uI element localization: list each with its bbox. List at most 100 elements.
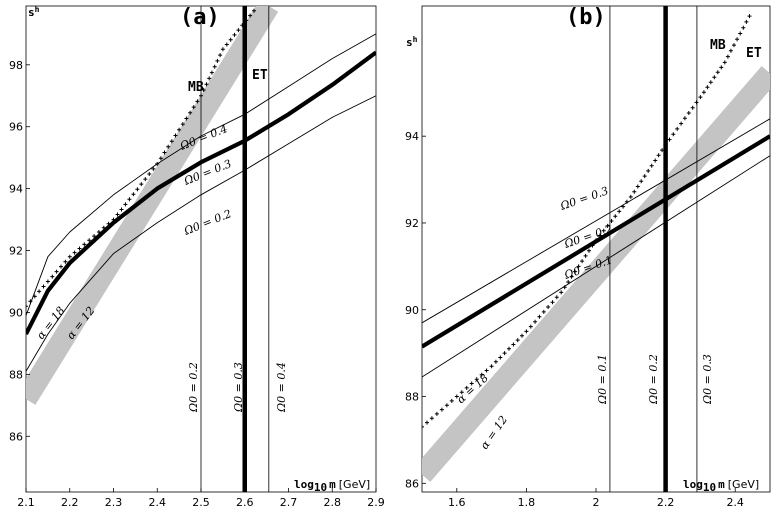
- mb-cross-marker: [559, 290, 564, 295]
- panel-b-plot-area: [422, 6, 770, 492]
- mb-cross-marker: [139, 182, 144, 187]
- mb-cross-marker: [28, 299, 33, 304]
- mb-cross-marker: [728, 48, 733, 53]
- panel-a-vline-03-label: Ω0 = 0.3: [232, 362, 245, 413]
- mb-cross-marker: [613, 214, 618, 219]
- mb-cross-marker: [166, 144, 171, 149]
- mb-cross-marker: [232, 32, 237, 37]
- panel-b-series-4-et-band: [422, 66, 770, 482]
- mb-cross-marker: [690, 105, 695, 110]
- panel-a-series-0-thick-curve: [26, 50, 376, 336]
- x-tick-label: 2.6: [236, 496, 254, 509]
- mb-cross-marker: [106, 221, 111, 226]
- panel-b-mb-label: MB: [710, 38, 726, 53]
- panel-a: 2.1 2.2 2.3 2.4 2.5 2.6 2.7 2.8 2.9 86 88 90 92 94 96 9…: [9, 5, 385, 509]
- panel-b-vline-01-label: Ω0 = 0.1: [596, 354, 609, 405]
- panel-b-ylabel: sh: [406, 35, 418, 49]
- mb-cross-marker: [67, 254, 72, 259]
- mb-cross-marker: [735, 37, 740, 42]
- mb-cross-marker: [422, 424, 424, 429]
- mb-cross-marker: [96, 230, 101, 234]
- mb-cross-marker: [656, 153, 661, 158]
- mb-cross-marker: [507, 346, 511, 351]
- mb-cross-marker: [649, 163, 654, 168]
- mb-cross-marker: [474, 377, 479, 382]
- mb-cross-marker: [590, 243, 595, 248]
- mb-cross-marker: [520, 333, 524, 338]
- mb-cross-marker: [177, 127, 182, 132]
- mb-cross-marker: [738, 31, 743, 36]
- panel-a-mb-label: MB: [188, 80, 204, 95]
- mb-cross-marker: [439, 407, 444, 412]
- x-tick-label: 2.1: [17, 496, 35, 509]
- mb-cross-marker: [184, 116, 189, 121]
- mb-cross-marker: [635, 184, 640, 189]
- mb-cross-marker: [248, 13, 253, 18]
- mb-cross-marker: [528, 324, 533, 329]
- mb-cross-marker: [26, 304, 28, 309]
- mb-cross-marker: [675, 126, 680, 131]
- mb-cross-marker: [569, 274, 574, 279]
- x-tick-label: 1.6: [448, 496, 466, 509]
- mb-cross-marker: [479, 372, 484, 377]
- mb-cross-marker: [204, 82, 209, 87]
- mb-cross-marker: [469, 381, 474, 386]
- panel-b-et-label: ET: [746, 46, 762, 61]
- panel-b-xlabel: log10 m [GeV]: [683, 478, 759, 494]
- mb-cross-marker: [646, 168, 651, 173]
- mb-cross-marker: [573, 269, 578, 274]
- mb-cross-marker: [642, 174, 647, 179]
- mb-cross-marker: [682, 116, 687, 121]
- mb-cross-marker: [594, 238, 598, 243]
- mb-cross-marker: [444, 403, 449, 408]
- panel-b-series-3-mb-crosses: [422, 14, 752, 429]
- mb-cross-marker: [32, 294, 37, 299]
- mb-cross-marker: [601, 228, 606, 233]
- mb-cross-marker: [639, 179, 644, 184]
- mb-cross-marker: [712, 75, 717, 80]
- x-tick-label: 2.5: [192, 496, 210, 509]
- y-tick-label: 86: [405, 477, 419, 490]
- mb-cross-marker: [550, 300, 555, 305]
- mb-cross-marker: [50, 274, 55, 279]
- mb-cross-marker: [119, 207, 124, 212]
- x-tick-label: 2: [593, 496, 600, 509]
- mb-cross-marker: [59, 264, 63, 269]
- panel-b-series-1-thin-curve: [422, 118, 770, 324]
- x-tick-label: 2.3: [105, 496, 123, 509]
- mb-cross-marker: [54, 269, 59, 274]
- mb-cross-marker: [41, 284, 46, 289]
- mb-cross-marker: [694, 100, 699, 105]
- panel-a-label: (a): [180, 5, 220, 30]
- panel-b-ticks: 1.6 1.8 2 2.2 2.4 86 88 90 92 94: [405, 130, 744, 509]
- mb-cross-marker: [708, 80, 713, 85]
- panel-b-vline-02-label: Ω0 = 0.2: [647, 354, 660, 405]
- mb-cross-marker: [87, 238, 92, 243]
- mb-cross-marker: [191, 105, 196, 110]
- mb-cross-marker: [715, 70, 720, 75]
- mb-cross-marker: [653, 158, 658, 163]
- mb-cross-marker: [188, 110, 193, 115]
- mb-cross-marker: [722, 60, 727, 65]
- mb-cross-marker: [180, 122, 185, 127]
- mb-cross-marker: [127, 197, 132, 202]
- y-tick-label: 86: [9, 430, 23, 443]
- mb-cross-marker: [489, 364, 494, 369]
- mb-cross-marker: [123, 202, 128, 207]
- panel-b-vline-03-label: Ω0 = 0.3: [701, 354, 714, 405]
- mb-cross-marker: [195, 99, 200, 104]
- panel-a-series-1-thin-curve: [26, 33, 376, 316]
- mb-cross-marker: [228, 37, 233, 42]
- panel-b-label: (b): [566, 5, 606, 30]
- mb-cross-marker: [705, 85, 710, 90]
- panel-a-series-4-et-band: [26, 6, 279, 405]
- x-tick-label: 2.4: [726, 496, 744, 509]
- mb-cross-marker: [158, 156, 163, 161]
- mb-cross-marker: [511, 342, 516, 347]
- mb-cross-marker: [576, 264, 581, 269]
- y-tick-label: 94: [9, 183, 23, 196]
- y-tick-label: 88: [9, 368, 23, 381]
- mb-cross-marker: [173, 133, 178, 138]
- mb-cross-marker: [617, 209, 622, 214]
- mb-cross-marker: [541, 309, 546, 314]
